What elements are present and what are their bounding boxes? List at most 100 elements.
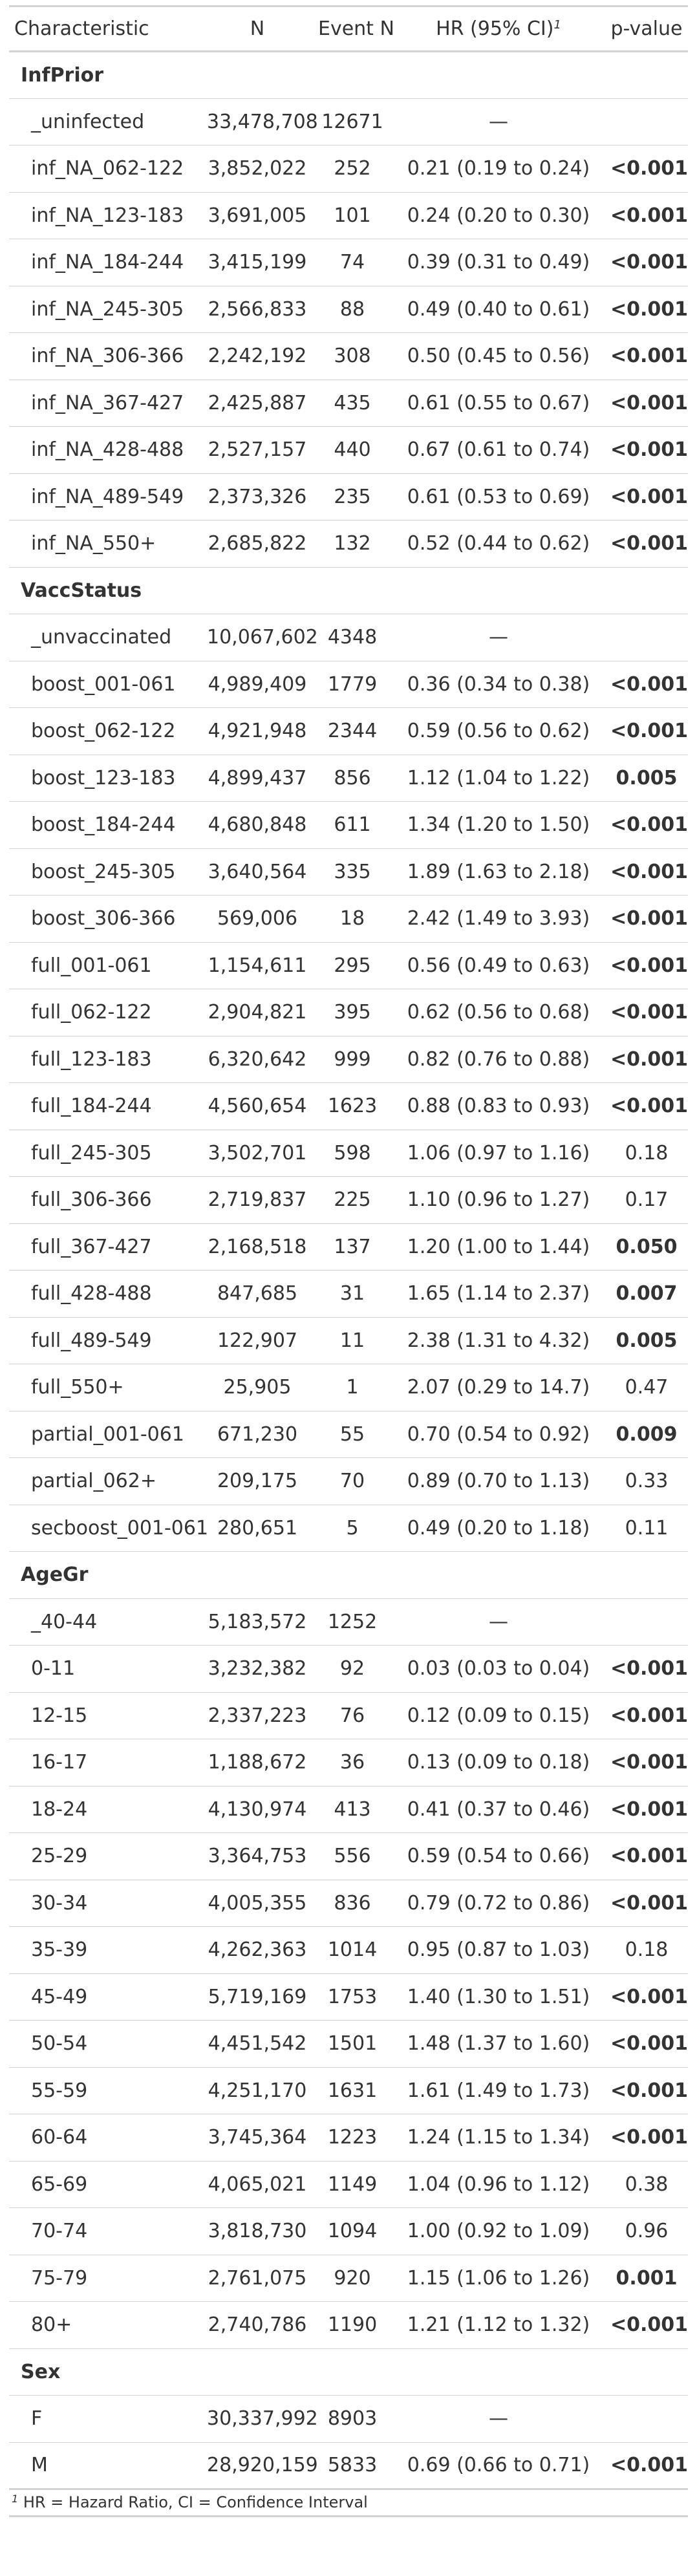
cell-event-n: 1014 bbox=[313, 1926, 392, 1973]
table-row: 35-39 4,262,363 1014 0.95 (0.87 to 1.03) 0.1… bbox=[9, 1926, 688, 1973]
cell-n: 4,921,948 bbox=[202, 707, 313, 755]
row-label: boost_123-183 bbox=[9, 754, 202, 802]
cell-event-n: 440 bbox=[313, 426, 392, 473]
cell-n: 2,425,887 bbox=[202, 379, 313, 427]
cell-pvalue: 0.005 bbox=[605, 754, 688, 802]
group-header-row: InfPrior bbox=[9, 51, 688, 98]
cell-n: 1,154,611 bbox=[202, 941, 313, 989]
cell-n: 3,818,730 bbox=[202, 2207, 313, 2255]
cell-pvalue: <0.001 bbox=[605, 1035, 688, 1083]
cell-hr: 1.24 (1.15 to 1.34) bbox=[392, 2114, 605, 2161]
cell-pvalue: <0.001 bbox=[605, 1973, 688, 2021]
cell-event-n: 1094 bbox=[313, 2207, 392, 2255]
cell-pvalue: 0.47 bbox=[605, 1364, 688, 1411]
table-row: inf_NA_489-549 2,373,326 235 0.61 (0.53 to … bbox=[9, 473, 688, 521]
row-label: M bbox=[9, 2442, 202, 2489]
cell-hr: 0.88 (0.83 to 0.93) bbox=[392, 1082, 605, 1130]
row-label: full_062-122 bbox=[9, 989, 202, 1036]
cell-hr: 1.04 (0.96 to 1.12) bbox=[392, 2160, 605, 2208]
cell-hr: 2.07 (0.29 to 14.7) bbox=[392, 1364, 605, 1411]
cell-event-n: 11 bbox=[313, 1316, 392, 1364]
cell-event-n: 1252 bbox=[313, 1598, 392, 1646]
cell-pvalue: 0.007 bbox=[605, 1270, 688, 1317]
table-row: boost_245-305 3,640,564 335 1.89 (1.63 to 2… bbox=[9, 848, 688, 896]
cell-n: 4,005,355 bbox=[202, 1879, 313, 1927]
cell-event-n: 235 bbox=[313, 473, 392, 521]
cell-pvalue: <0.001 bbox=[605, 848, 688, 896]
cell-n: 3,640,564 bbox=[202, 848, 313, 896]
cell-pvalue bbox=[605, 1598, 688, 1646]
cell-event-n: 5 bbox=[313, 1504, 392, 1552]
cell-n: 569,006 bbox=[202, 895, 313, 942]
cell-n: 6,320,642 bbox=[202, 1035, 313, 1083]
table-row: 30-34 4,005,355 836 0.79 (0.72 to 0.86) <0.0… bbox=[9, 1879, 688, 1927]
cell-n: 25,905 bbox=[202, 1364, 313, 1411]
table-row: full_550+ 25,905 1 2.07 (0.29 to 14.7) 0.47 bbox=[9, 1364, 688, 1411]
table-row: inf_NA_428-488 2,527,157 440 0.67 (0.61 to … bbox=[9, 426, 688, 473]
table-row: boost_001-061 4,989,409 1779 0.36 (0.34 to … bbox=[9, 660, 688, 708]
row-label: boost_184-244 bbox=[9, 801, 202, 848]
cell-hr: — bbox=[392, 614, 605, 661]
cell-pvalue: <0.001 bbox=[605, 379, 688, 427]
group-label: InfPrior bbox=[9, 51, 688, 98]
cell-event-n: 55 bbox=[313, 1410, 392, 1458]
cell-pvalue: 0.17 bbox=[605, 1176, 688, 1223]
cell-pvalue: 0.009 bbox=[605, 1410, 688, 1458]
row-label: inf_NA_367-427 bbox=[9, 379, 202, 427]
cell-hr: 0.61 (0.53 to 0.69) bbox=[392, 473, 605, 521]
cell-event-n: 308 bbox=[313, 332, 392, 380]
table-row: _unvaccinated 10,067,602 4348— bbox=[9, 614, 688, 661]
cell-pvalue: <0.001 bbox=[605, 2442, 688, 2489]
row-label: inf_NA_184-244 bbox=[9, 239, 202, 286]
row-label: full_245-305 bbox=[9, 1129, 202, 1177]
row-label: 35-39 bbox=[9, 1926, 202, 1973]
table-row: partial_062+ 209,175 70 0.89 (0.70 to 1.13)… bbox=[9, 1457, 688, 1505]
cell-event-n: 137 bbox=[313, 1223, 392, 1271]
table-row: full_489-549 122,907 11 2.38 (1.31 to 4.32)… bbox=[9, 1316, 688, 1364]
cell-hr: — bbox=[392, 2395, 605, 2442]
cell-hr: 1.40 (1.30 to 1.51) bbox=[392, 1973, 605, 2021]
cell-hr: 0.24 (0.20 to 0.30) bbox=[392, 191, 605, 239]
cell-hr: 0.39 (0.31 to 0.49) bbox=[392, 239, 605, 286]
cell-n: 5,183,572 bbox=[202, 1598, 313, 1646]
cell-hr: 1.21 (1.12 to 1.32) bbox=[392, 2301, 605, 2348]
row-label: 70-74 bbox=[9, 2207, 202, 2255]
cell-pvalue: <0.001 bbox=[605, 801, 688, 848]
cell-event-n: 999 bbox=[313, 1035, 392, 1083]
cell-pvalue: <0.001 bbox=[605, 1739, 688, 1786]
cell-event-n: 12671 bbox=[313, 98, 392, 145]
cell-event-n: 1623 bbox=[313, 1082, 392, 1130]
cell-event-n: 36 bbox=[313, 1739, 392, 1786]
cell-hr: 0.82 (0.76 to 0.88) bbox=[392, 1035, 605, 1083]
cell-event-n: 1190 bbox=[313, 2301, 392, 2348]
cell-pvalue: <0.001 bbox=[605, 1691, 688, 1739]
cell-pvalue: 0.050 bbox=[605, 1223, 688, 1271]
cell-event-n: 1753 bbox=[313, 1973, 392, 2021]
cell-n: 4,899,437 bbox=[202, 754, 313, 802]
row-label: 18-24 bbox=[9, 1785, 202, 1833]
table-body: InfPrior _uninfected 33,478,708 12671— inf_N… bbox=[9, 51, 688, 2489]
table-row: full_184-244 4,560,654 1623 0.88 (0.83 to 0… bbox=[9, 1082, 688, 1130]
cell-hr: 0.13 (0.09 to 0.18) bbox=[392, 1739, 605, 1786]
cell-event-n: 5833 bbox=[313, 2442, 392, 2489]
cell-pvalue: <0.001 bbox=[605, 1785, 688, 1833]
cell-pvalue: <0.001 bbox=[605, 660, 688, 708]
row-label: 30-34 bbox=[9, 1879, 202, 1927]
cell-n: 2,566,833 bbox=[202, 285, 313, 333]
table-header: Characteristic N Event N HR (95% CI)1 p-… bbox=[9, 5, 688, 52]
cell-n: 4,451,542 bbox=[202, 2020, 313, 2067]
cell-n: 3,691,005 bbox=[202, 191, 313, 239]
cell-n: 4,251,170 bbox=[202, 2066, 313, 2114]
cell-hr: 1.15 (1.06 to 1.26) bbox=[392, 2254, 605, 2302]
hazard-ratio-table: Characteristic N Event N HR (95% CI)1 p-… bbox=[9, 5, 688, 2517]
cell-hr: 0.49 (0.40 to 0.61) bbox=[392, 285, 605, 333]
cell-hr: 0.21 (0.19 to 0.24) bbox=[392, 145, 605, 192]
cell-pvalue: <0.001 bbox=[605, 520, 688, 567]
cell-hr: 0.62 (0.56 to 0.68) bbox=[392, 989, 605, 1036]
table-row: boost_184-244 4,680,848 611 1.34 (1.20 to 1… bbox=[9, 801, 688, 848]
row-label: 75-79 bbox=[9, 2254, 202, 2302]
cell-event-n: 132 bbox=[313, 520, 392, 567]
row-label: full_428-488 bbox=[9, 1270, 202, 1317]
cell-pvalue: <0.001 bbox=[605, 239, 688, 286]
table-row: 16-17 1,188,672 36 0.13 (0.09 to 0.18) <0.00… bbox=[9, 1739, 688, 1786]
